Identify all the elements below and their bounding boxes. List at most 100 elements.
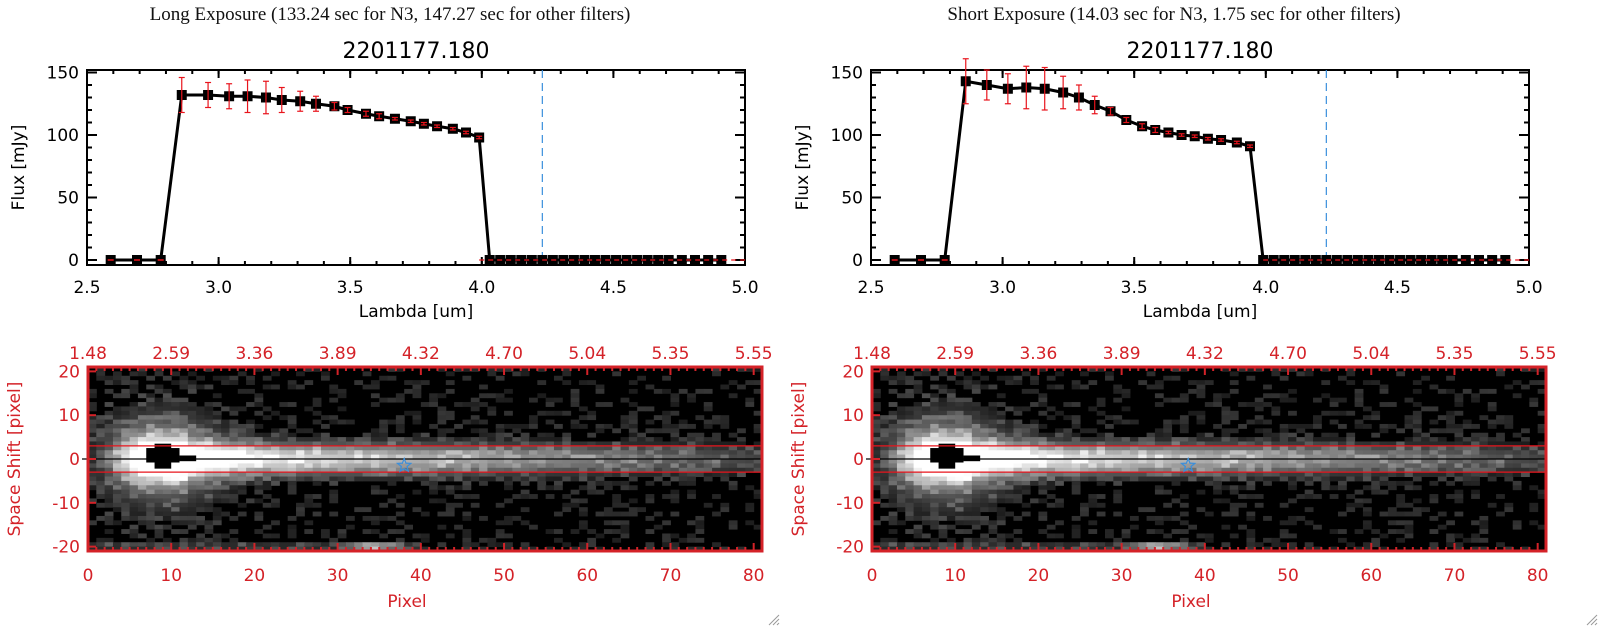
image-pixel [229,546,239,552]
image-pixel [1271,454,1281,460]
image-pixel [221,472,230,478]
image-pixel [1412,441,1422,447]
image-pixel [204,419,214,425]
image-pixel [304,520,314,526]
image-x-axis-label: Pixel [387,592,426,612]
image-pixel [221,467,230,473]
image-pixel [905,450,915,456]
image-pixel [570,397,580,403]
image-pixel [454,445,463,451]
image-pixel [1446,450,1455,456]
image-pixel [1179,445,1189,451]
image-pixel [938,388,948,394]
image-pixel [1479,546,1489,552]
image-pixel [1055,441,1064,447]
image-pixel [387,542,397,548]
image-pixel [913,371,923,377]
image-pixel [545,450,555,456]
image-pixel [1329,402,1339,407]
image-pixel [362,384,372,390]
image-pixel [137,542,147,548]
image-pixel [462,459,472,464]
image-pixel [1021,542,1031,548]
image-pixel [1188,380,1198,386]
image-pixel [913,476,923,482]
image-pixel [712,467,721,473]
image-pixel [1537,524,1547,530]
image-pixel [495,445,505,451]
image-pixel [1313,476,1322,482]
image-pixel [595,428,605,434]
image-pixel [479,445,488,451]
image-pixel [1005,546,1014,552]
image-pixel [187,384,197,390]
image-pixel [379,445,389,451]
image-pixel [1387,423,1397,429]
image-pixel [1171,472,1181,478]
image-pixel [154,406,164,412]
image-pixel [487,437,497,442]
image-pixel [628,445,638,451]
image-pixel [512,445,522,451]
image-pixel [121,480,131,486]
image-pixel [296,454,305,460]
image-pixel [1437,476,1447,482]
image-pixel [880,463,890,469]
image-pixel [1188,388,1198,394]
image-pixel [1163,441,1173,447]
image-pixel [196,480,205,486]
image-pixel [329,459,339,464]
image-pixel [337,476,347,482]
image-pixel [753,459,763,464]
image-pixel [1179,437,1189,442]
image-pixel [196,406,205,412]
image-pixel [963,459,973,464]
image-pixel [1437,511,1447,517]
image-pixel [612,459,622,464]
image-pixel [1055,533,1064,539]
image-pixel [337,445,347,451]
image-pixel [578,520,588,526]
image-pixel [1146,384,1156,390]
resize-grip-icon[interactable] [1584,612,1598,626]
image-pixel [645,437,655,442]
image-pixel [254,529,264,534]
image-pixel [429,423,438,429]
image-pixel [1246,515,1256,521]
image-pixel [1404,533,1414,539]
image-pixel [888,428,898,434]
image-pixel [112,485,122,491]
image-pixel [905,445,915,451]
image-pixel [1462,454,1472,460]
image-pixel [1462,463,1472,469]
image-pixel [204,428,214,434]
image-pixel [537,459,547,464]
image-pixel [1337,445,1347,451]
image-pixel [287,450,297,456]
image-pixel [1412,380,1422,386]
image-pixel [720,419,730,425]
image-pixel [1204,511,1214,517]
image-pixel [395,454,405,460]
resize-grip-icon[interactable] [766,612,780,626]
image-pixel [1537,459,1547,464]
image-pixel [1113,494,1123,499]
image-pixel [1154,450,1164,456]
image-pixel [1304,432,1314,438]
image-pixel [1504,415,1514,421]
image-pixel [1213,397,1222,403]
image-pixel [1304,467,1314,473]
image-pixel [720,476,730,482]
image-pixel [1013,375,1023,381]
image-pixel [88,406,97,412]
image-pixel [112,546,122,552]
image-pixel [1221,393,1231,399]
image-pixel [504,463,513,469]
image-pixel [146,476,156,482]
image-pixel [1412,432,1422,438]
image-pixel [395,529,405,534]
image-pixel [104,542,114,548]
image-pixel [279,454,289,460]
image-pixel [1304,367,1314,372]
image-pixel [687,441,696,447]
